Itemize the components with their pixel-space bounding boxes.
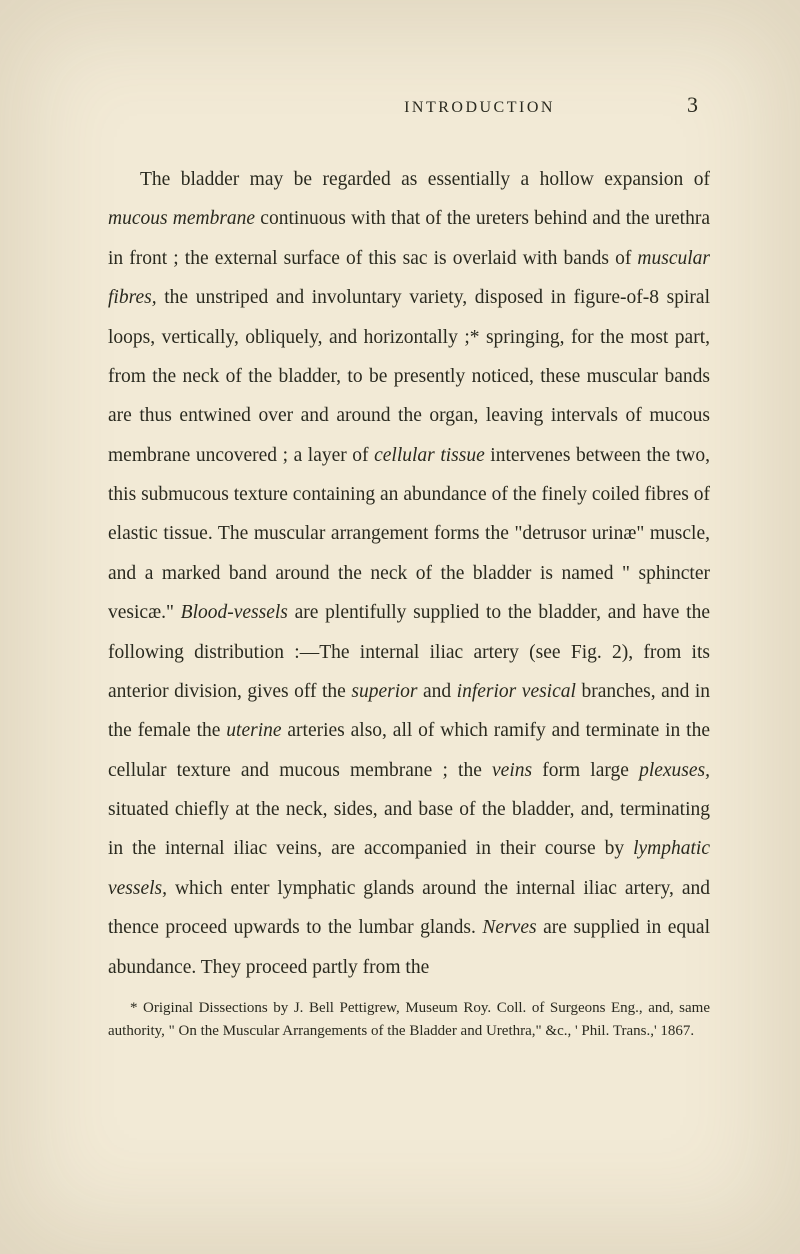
body-paragraph: The bladder may be regarded as essential… [108, 160, 710, 987]
page-header: INTRODUCTION 3 [108, 92, 710, 118]
running-title: INTRODUCTION [272, 99, 687, 117]
page-number: 3 [687, 92, 698, 118]
footnote: * Original Dissections by J. Bell Pettig… [108, 997, 710, 1044]
book-page: INTRODUCTION 3 The bladder may be regard… [0, 0, 800, 1103]
